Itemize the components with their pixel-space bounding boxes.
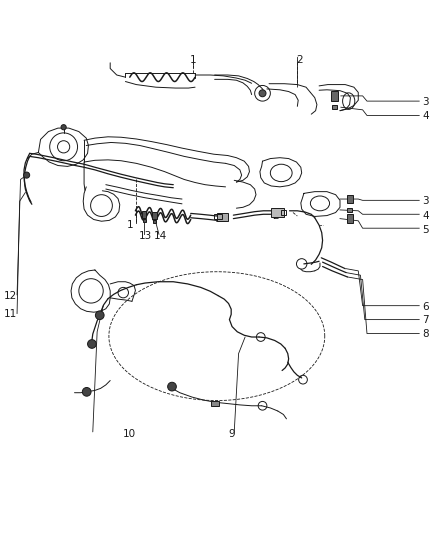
Bar — [153, 220, 156, 223]
Bar — [217, 213, 228, 221]
Circle shape — [82, 387, 91, 396]
Text: 10: 10 — [123, 429, 136, 439]
Text: 1: 1 — [190, 55, 196, 65]
Text: 3: 3 — [422, 196, 429, 206]
Text: 4: 4 — [422, 211, 429, 221]
Text: 15: 15 — [215, 214, 228, 224]
Text: 8: 8 — [422, 329, 429, 340]
Bar — [211, 401, 219, 406]
Text: 5: 5 — [422, 224, 429, 235]
Circle shape — [168, 382, 177, 391]
Text: 1: 1 — [127, 220, 133, 230]
Text: 14: 14 — [154, 231, 167, 241]
Bar — [271, 208, 284, 217]
Text: 2: 2 — [272, 212, 279, 221]
Text: 3: 3 — [422, 97, 429, 107]
Circle shape — [88, 340, 96, 349]
Bar — [347, 208, 352, 212]
Bar — [332, 105, 336, 109]
Text: 6: 6 — [422, 302, 429, 312]
Bar — [346, 195, 353, 204]
Circle shape — [24, 172, 30, 178]
Text: 2: 2 — [296, 55, 303, 65]
Text: 11: 11 — [4, 309, 17, 319]
Circle shape — [259, 90, 266, 97]
Bar — [346, 214, 353, 223]
Circle shape — [61, 125, 66, 130]
Bar — [152, 212, 157, 219]
Bar — [331, 91, 338, 101]
Text: 9: 9 — [229, 429, 235, 439]
Bar — [214, 214, 222, 220]
Bar — [143, 219, 146, 222]
Text: 12: 12 — [4, 291, 17, 301]
Text: 4: 4 — [422, 111, 429, 122]
Bar — [142, 211, 146, 218]
Bar — [281, 211, 286, 215]
Circle shape — [95, 311, 104, 320]
Text: 7: 7 — [422, 316, 429, 326]
Text: 13: 13 — [138, 231, 152, 241]
